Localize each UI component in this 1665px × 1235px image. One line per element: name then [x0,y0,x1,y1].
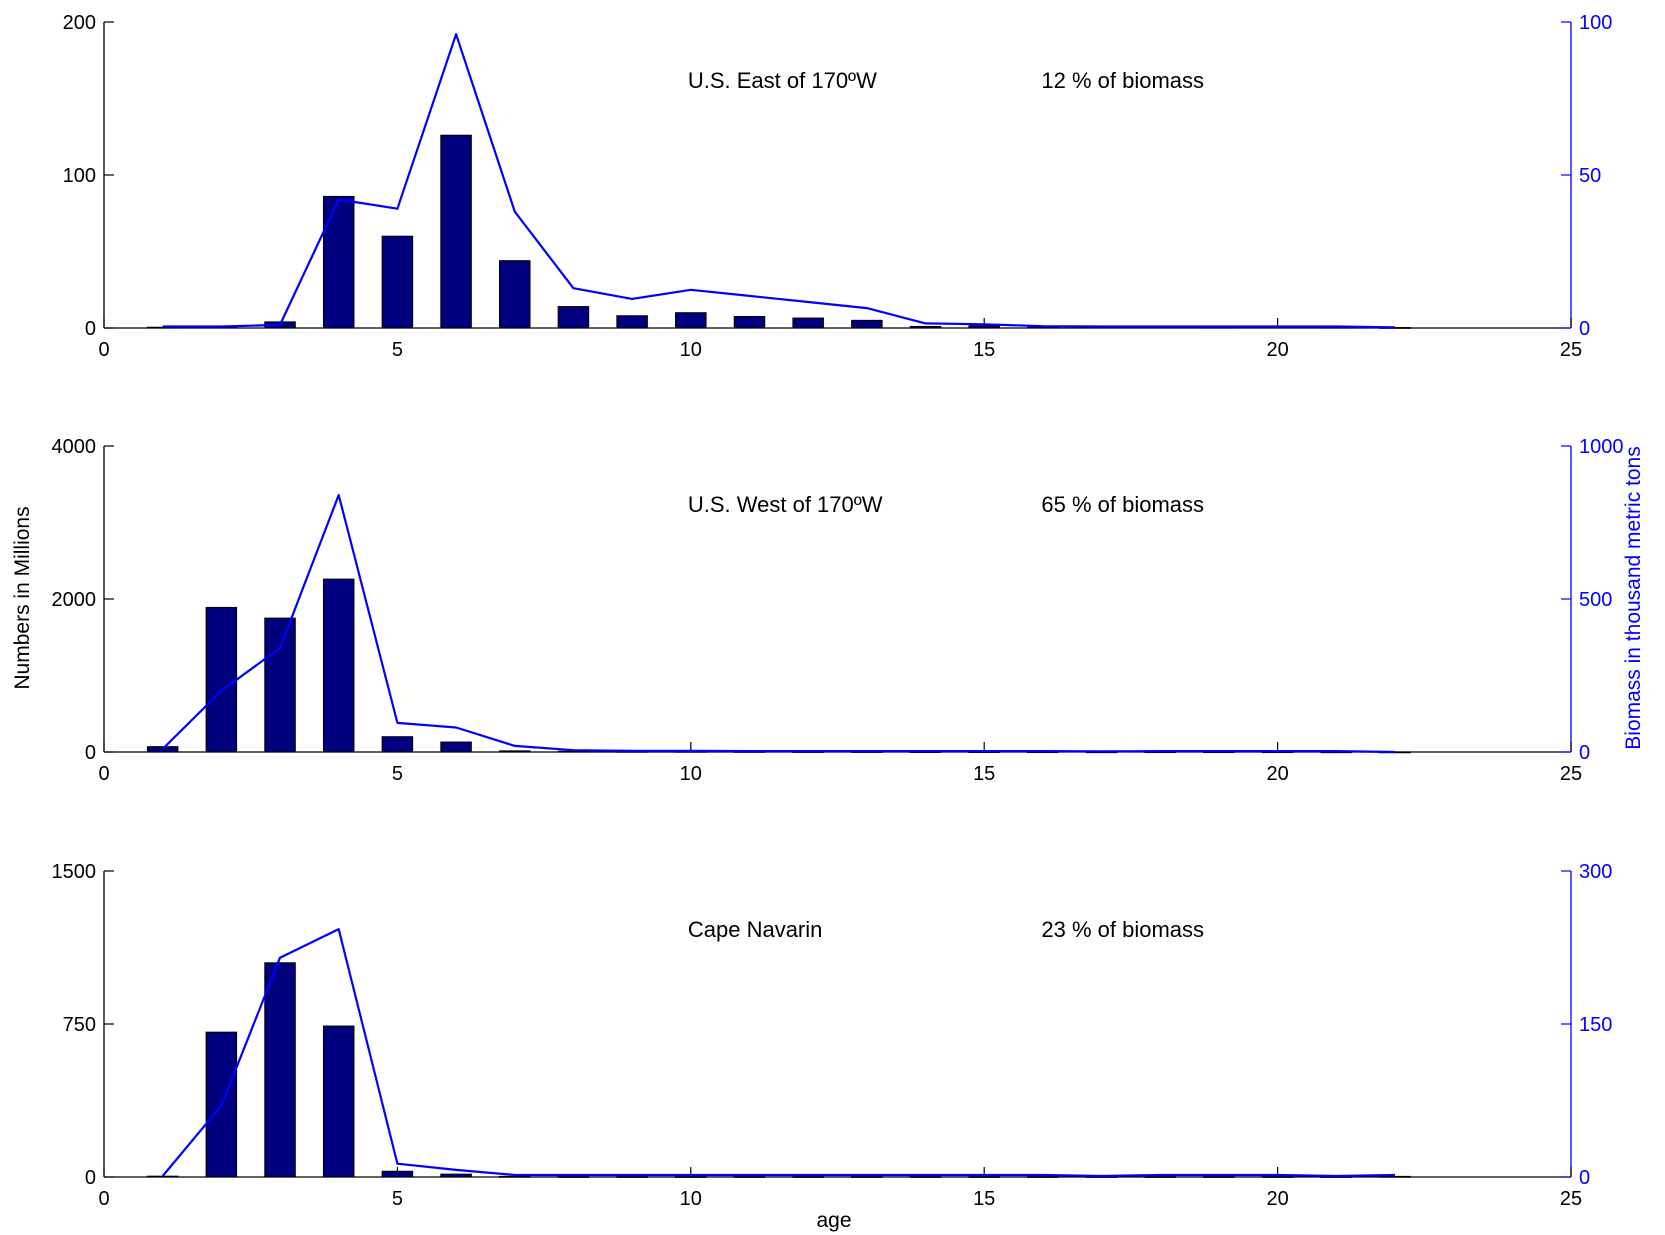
x-tick-label: 15 [973,339,995,361]
x-tick-label: 5 [392,1188,403,1210]
bar-age-4 [322,1025,355,1178]
x-tick-label: 25 [1560,1188,1582,1210]
bar-age-9 [616,315,648,329]
bar-age-13 [851,1176,883,1178]
y-tick-label-right: 0 [1579,1167,1590,1189]
bar-age-11 [733,316,766,329]
y-tick-label-right: 1000 [1579,436,1624,458]
biomass-percent-label: 23 % of biomass [1041,917,1204,942]
region-label: U.S. West of 170ºW [688,492,883,517]
y-tick-label-right: 0 [1579,318,1590,340]
y-tick-label-right: 0 [1579,742,1590,764]
x-tick-label: 25 [1560,763,1582,785]
x-tick-label: 5 [392,339,403,361]
biomass-percent-label: 12 % of biomass [1041,68,1204,93]
bar-age-13 [851,319,883,329]
bar-age-1 [146,746,179,753]
y-axis-label-left: Numbers in Millions [11,506,34,689]
y-tick-label-left: 2000 [52,589,97,611]
x-tick-label: 20 [1266,763,1288,785]
bar-age-8 [557,1176,590,1178]
bar-age-15 [968,325,1000,329]
y-tick-label-left: 750 [63,1014,96,1036]
bar-age-12 [792,1176,824,1178]
bar-age-19 [1203,1176,1235,1178]
region-label: U.S. East of 170ºW [688,68,877,93]
y-tick-label-left: 200 [63,12,96,34]
x-axis-label: age [816,1209,851,1232]
biomass-line [161,493,1396,754]
x-tick-label: 15 [973,1188,995,1210]
bar-age-16 [1027,1176,1059,1178]
bar-age-3 [264,962,296,1178]
bar-age-10 [675,312,707,329]
bar-age-15 [968,1176,1000,1178]
bar-age-7 [499,750,531,753]
bar-age-3 [264,617,296,753]
x-tick-label: 20 [1266,1188,1288,1210]
bar-age-5 [381,736,414,753]
biomass-percent-label: 65 % of biomass [1041,492,1204,517]
bar-age-5 [381,235,414,329]
x-tick-label: 5 [392,763,403,785]
bar-age-10 [675,1176,707,1178]
region-label: Cape Navarin [688,917,823,942]
y-tick-label-left: 1500 [52,861,97,883]
bar-age-12 [792,317,824,329]
bar-age-6 [440,741,472,753]
bar-age-8 [557,306,590,329]
biomass-line [161,927,1396,1178]
bar-age-14 [909,1176,942,1178]
y-tick-label-right: 50 [1579,165,1601,187]
y-tick-label-right: 300 [1579,861,1612,883]
y-tick-label-left: 0 [85,318,96,340]
x-tick-label: 0 [98,339,109,361]
biomass-line [162,33,1396,329]
bar-age-18 [1144,1176,1176,1178]
x-tick-label: 15 [973,763,995,785]
bar-age-2 [205,606,238,753]
bar-age-11 [733,1176,766,1178]
bar-age-9 [616,1176,648,1178]
bar-age-7 [499,1175,531,1178]
x-tick-label: 0 [98,763,109,785]
bar-age-4 [322,195,355,329]
y-tick-label-left: 0 [85,1167,96,1189]
bar-age-22 [1379,1175,1411,1178]
x-tick-label: 0 [98,1188,109,1210]
bar-age-14 [909,325,942,329]
y-tick-label-left: 0 [85,742,96,764]
x-tick-label: 10 [680,339,702,361]
y-tick-label-right: 150 [1579,1014,1612,1036]
bar-age-7 [499,260,531,329]
bar-age-6 [440,1173,472,1178]
y-axis-label-right: Biomass in thousand metric tons [1622,446,1645,749]
bar-age-1 [146,326,179,329]
y-tick-label-right: 500 [1579,589,1612,611]
x-tick-label: 20 [1266,339,1288,361]
bar-age-4 [322,578,355,753]
bar-age-1 [146,1175,179,1178]
bar-age-6 [440,134,472,329]
y-tick-label-left: 4000 [52,436,97,458]
x-tick-label: 25 [1560,339,1582,361]
x-tick-label: 10 [680,763,702,785]
y-tick-label-right: 100 [1579,12,1612,34]
bar-age-5 [381,1170,414,1178]
bar-age-20 [1261,1176,1294,1178]
x-tick-label: 10 [680,1188,702,1210]
y-tick-label-left: 100 [63,165,96,187]
